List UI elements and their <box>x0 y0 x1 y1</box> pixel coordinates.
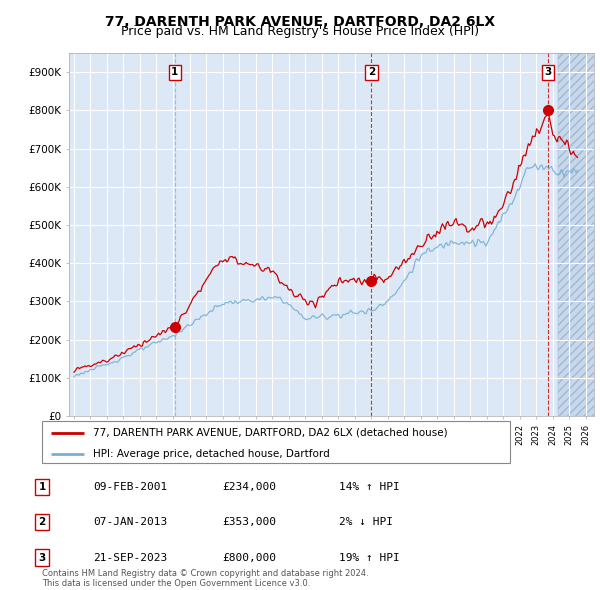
Bar <box>558 53 600 416</box>
Text: 1: 1 <box>38 482 46 491</box>
Text: 19% ↑ HPI: 19% ↑ HPI <box>339 553 400 562</box>
Text: 21-SEP-2023: 21-SEP-2023 <box>93 553 167 562</box>
Text: 77, DARENTH PARK AVENUE, DARTFORD, DA2 6LX (detached house): 77, DARENTH PARK AVENUE, DARTFORD, DA2 6… <box>94 428 448 438</box>
Text: £800,000: £800,000 <box>222 553 276 562</box>
Text: 3: 3 <box>38 553 46 562</box>
Text: 77, DARENTH PARK AVENUE, DARTFORD, DA2 6LX: 77, DARENTH PARK AVENUE, DARTFORD, DA2 6… <box>105 15 495 29</box>
Text: HPI: Average price, detached house, Dartford: HPI: Average price, detached house, Dart… <box>94 449 330 459</box>
Text: Contains HM Land Registry data © Crown copyright and database right 2024.
This d: Contains HM Land Registry data © Crown c… <box>42 569 368 588</box>
Text: 2% ↓ HPI: 2% ↓ HPI <box>339 517 393 527</box>
FancyBboxPatch shape <box>42 421 510 463</box>
Text: 07-JAN-2013: 07-JAN-2013 <box>93 517 167 527</box>
Text: Price paid vs. HM Land Registry's House Price Index (HPI): Price paid vs. HM Land Registry's House … <box>121 25 479 38</box>
Text: 3: 3 <box>545 67 552 77</box>
Text: £353,000: £353,000 <box>222 517 276 527</box>
Text: 2: 2 <box>368 67 375 77</box>
Text: 2: 2 <box>38 517 46 527</box>
Text: 14% ↑ HPI: 14% ↑ HPI <box>339 482 400 491</box>
Text: 09-FEB-2001: 09-FEB-2001 <box>93 482 167 491</box>
Bar <box>558 53 600 416</box>
Text: 1: 1 <box>171 67 178 77</box>
Text: £234,000: £234,000 <box>222 482 276 491</box>
